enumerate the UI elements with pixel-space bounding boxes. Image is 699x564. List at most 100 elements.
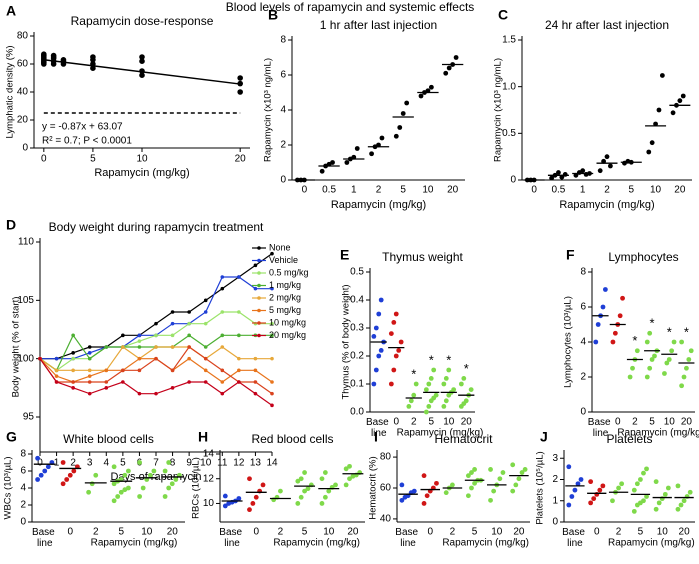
- panel-letter: F: [566, 247, 575, 263]
- series-marker: [87, 345, 92, 349]
- series-marker: [104, 368, 109, 373]
- point: [644, 339, 650, 345]
- point: [322, 494, 328, 500]
- x-axis-label: Rapamycin (mg/kg): [617, 428, 699, 439]
- point: [465, 473, 471, 479]
- point: [678, 502, 684, 508]
- series-marker: [270, 333, 274, 338]
- point: [649, 357, 655, 362]
- point: [602, 287, 608, 292]
- series-marker: [154, 333, 158, 338]
- legend-marker: [257, 333, 261, 338]
- series-marker: [187, 380, 191, 384]
- series-marker: [203, 345, 208, 349]
- point: [393, 353, 399, 359]
- point: [86, 489, 92, 495]
- point: [115, 494, 121, 499]
- series-marker: [270, 321, 274, 326]
- series-marker: [87, 380, 92, 384]
- point: [122, 472, 128, 478]
- point: [373, 367, 379, 373]
- y-tick-label: 10: [203, 498, 215, 509]
- point: [443, 398, 449, 404]
- x-tick-label: 0: [302, 185, 308, 196]
- series-marker: [137, 391, 142, 396]
- point: [681, 498, 687, 504]
- x-tick-label: 0: [531, 185, 537, 196]
- point: [522, 467, 528, 472]
- point: [428, 376, 434, 381]
- point: [369, 151, 374, 157]
- point: [162, 494, 168, 499]
- point: [659, 73, 665, 78]
- series-marker: [121, 345, 125, 349]
- point: [302, 470, 307, 475]
- point: [330, 160, 335, 165]
- series-marker: [237, 368, 241, 373]
- series-marker: [220, 333, 225, 338]
- x-tick-label: 20: [679, 527, 691, 538]
- point: [662, 371, 667, 376]
- point: [463, 398, 469, 404]
- x-axis-label: Rapamycin (mg/kg): [273, 538, 360, 549]
- x-tick-label: 0: [37, 458, 43, 469]
- series-marker: [220, 391, 225, 396]
- y-tick-label: 6: [280, 70, 286, 81]
- point: [411, 392, 417, 398]
- series-marker: [270, 286, 274, 291]
- point: [575, 481, 581, 487]
- y-tick-label: 1.0: [502, 81, 516, 92]
- point: [396, 348, 402, 353]
- y-tick-label: 100: [17, 353, 34, 364]
- point: [111, 481, 117, 487]
- legend-label: 1 mg/kg: [269, 280, 301, 290]
- point: [569, 494, 575, 499]
- series-marker: [220, 310, 225, 314]
- series-marker: [170, 368, 175, 373]
- series-marker: [220, 368, 225, 373]
- point: [139, 72, 145, 78]
- series-marker: [137, 356, 142, 361]
- x-tick-label: 10: [664, 417, 676, 428]
- legend-label: 20 mg/kg: [269, 330, 306, 340]
- point: [610, 339, 616, 345]
- x-tick-label: Base line: [32, 527, 58, 549]
- point: [656, 107, 662, 113]
- point: [653, 506, 659, 512]
- series-marker: [253, 263, 258, 268]
- point: [343, 466, 349, 472]
- x-tick-label: 2: [411, 417, 417, 428]
- panel-letter: E: [340, 247, 349, 263]
- point: [400, 111, 406, 116]
- point: [649, 140, 655, 146]
- y-axis-label: Lymphocytes (10³/µL): [563, 296, 574, 388]
- point: [237, 75, 243, 81]
- point: [634, 348, 640, 354]
- point: [391, 367, 397, 373]
- y-tick-label: 8: [20, 449, 26, 460]
- x-tick-label: 20: [347, 527, 359, 538]
- point: [347, 463, 352, 469]
- x-tick-label: Base line: [562, 527, 588, 549]
- point: [253, 494, 259, 500]
- y-tick-label: 8: [280, 35, 286, 46]
- point: [397, 125, 403, 130]
- point: [510, 488, 516, 494]
- point: [90, 65, 96, 71]
- series-marker: [87, 368, 92, 373]
- point: [423, 387, 429, 392]
- point: [426, 404, 432, 409]
- point: [469, 470, 474, 475]
- point: [646, 149, 652, 155]
- point: [634, 481, 640, 487]
- point: [677, 98, 683, 104]
- y-tick-label: 12: [203, 473, 215, 484]
- y-tick-label: 14: [203, 449, 215, 460]
- significance-mark: *: [650, 316, 655, 331]
- x-tick-label: 1: [54, 458, 60, 469]
- fit-line: [43, 58, 241, 85]
- point: [488, 467, 493, 472]
- x-tick-label: Base line: [219, 527, 245, 549]
- point: [371, 381, 377, 387]
- point: [322, 470, 328, 475]
